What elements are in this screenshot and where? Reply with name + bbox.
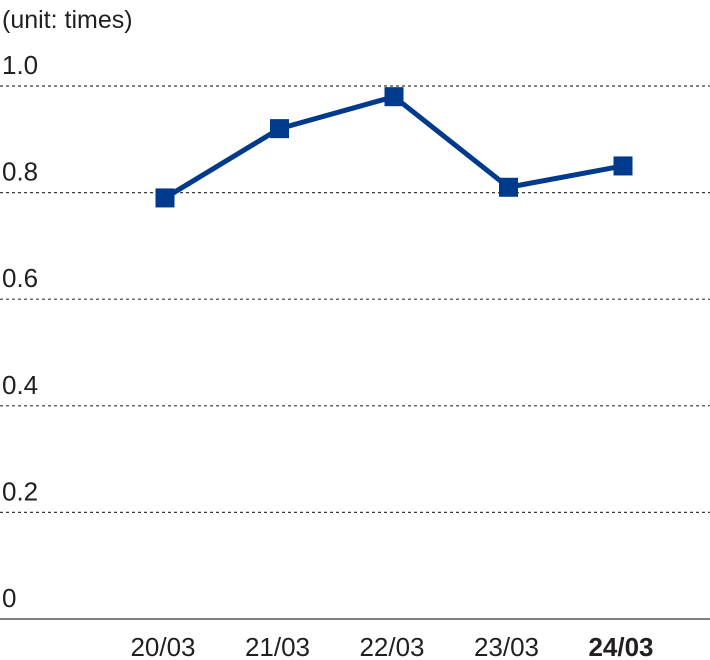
y-tick-label-0: 0 [2,583,16,613]
x-tick-label-0: 20/03 [130,632,195,660]
x-tick-label-4: 24/03 [588,632,653,660]
y-tick-label-5: 1.0 [2,50,38,80]
y-tick-label-3: 0.6 [2,263,38,293]
y-tick-label-1: 0.2 [2,476,38,506]
gridlines [0,85,710,514]
data-point-23-03 [499,177,518,197]
x-axis-ticks: 20/03 21/03 22/03 23/03 24/03 [130,632,653,660]
unit-label: (unit: times) [2,6,133,34]
x-tick-label-3: 23/03 [474,632,539,660]
data-point-21-03 [270,119,289,139]
data-point-24-03 [613,156,633,176]
y-tick-label-4: 0.8 [2,157,38,187]
data-point-20-03 [155,188,175,208]
x-tick-label-2: 22/03 [359,632,424,660]
series-layer [155,87,633,208]
x-tick-label-1: 21/03 [245,632,310,660]
series-line-0 [163,94,624,201]
y-tick-label-2: 0.4 [2,370,38,400]
y-axis-ticks: 0 0.2 0.4 0.6 0.8 1.0 [2,50,38,613]
data-point-22-03 [384,87,404,107]
